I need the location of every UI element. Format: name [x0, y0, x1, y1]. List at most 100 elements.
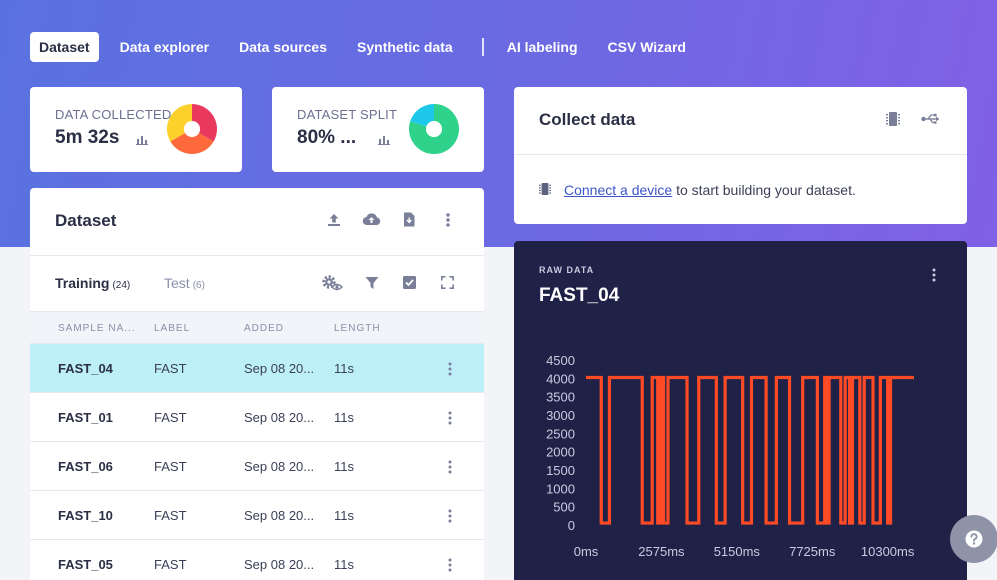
- column-header-length[interactable]: LENGTH: [334, 323, 381, 334]
- y-tick-label: 4500: [546, 353, 575, 368]
- cloud-upload-icon[interactable]: [362, 212, 381, 226]
- nav-data-sources[interactable]: Data sources: [239, 39, 328, 55]
- dataset-split-value: 80% ...: [297, 127, 357, 148]
- row-added: Sep 08 20...: [244, 508, 315, 523]
- dataset-card: Dataset Training (24) Test (6) SAMPLE NA..…: [30, 188, 484, 580]
- raw-data-chart[interactable]: 0 500 1000 1500 2000 2500 3000 3500 4000 4500 0ms…: [514, 341, 967, 580]
- row-sample-name: FAST_10: [58, 508, 113, 523]
- row-added: Sep 08 20...: [244, 459, 315, 474]
- raw-data-panel: RAW DATA FAST_04 0 500 1000 1500 2000 2500 300…: [514, 241, 967, 580]
- raw-data-sample-title: FAST_04: [539, 285, 620, 306]
- y-tick-label: 500: [553, 500, 575, 515]
- row-added: Sep 08 20...: [244, 410, 315, 425]
- x-tick-label: 10300ms: [861, 544, 915, 559]
- dataset-title: Dataset: [55, 211, 117, 230]
- row-sample-name: FAST_01: [58, 410, 113, 425]
- row-more-options-icon[interactable]: [448, 460, 452, 474]
- row-more-options-icon[interactable]: [448, 411, 452, 425]
- donut-slice-3: [167, 104, 192, 142]
- y-tick-label: 1500: [546, 463, 575, 478]
- dataset-split-card: DATASET SPLIT 80% ...: [272, 87, 484, 172]
- row-sample-name: FAST_04: [58, 361, 113, 376]
- collect-data-message-text: to start building your dataset.: [672, 182, 856, 198]
- table-row[interactable]: FAST_05 FAST Sep 08 20... 11s: [30, 539, 484, 580]
- row-label: FAST: [154, 557, 187, 572]
- row-label: FAST: [154, 508, 187, 523]
- tab-test-label: Test: [164, 275, 190, 291]
- data-collected-donut: [167, 104, 217, 154]
- raw-data-more-options-icon[interactable]: [932, 268, 936, 282]
- more-options-icon[interactable]: [446, 213, 450, 227]
- row-sample-name: FAST_06: [58, 459, 113, 474]
- upload-icon[interactable]: [327, 213, 341, 227]
- row-length: 11s: [334, 459, 354, 474]
- nav-data-explorer[interactable]: Data explorer: [119, 39, 210, 55]
- row-sample-name: FAST_05: [58, 557, 113, 572]
- bar-chart-icon[interactable]: [136, 135, 148, 145]
- table-row[interactable]: FAST_01 FAST Sep 08 20... 11s: [30, 392, 484, 441]
- filter-icon[interactable]: [365, 276, 379, 290]
- tab-training-label: Training: [55, 275, 110, 291]
- gear-eye-icon[interactable]: [321, 274, 345, 292]
- table-row[interactable]: FAST_04 FAST Sep 08 20... 11s: [30, 343, 484, 392]
- divider: [30, 255, 484, 256]
- donut-slice-test: [410, 104, 434, 127]
- fullscreen-icon[interactable]: [441, 276, 454, 289]
- divider: [514, 154, 967, 155]
- series-line: [586, 375, 914, 525]
- column-header-added[interactable]: ADDED: [244, 323, 285, 334]
- row-length: 11s: [334, 557, 354, 572]
- tab-test[interactable]: Test (6): [164, 275, 205, 291]
- nav-dataset[interactable]: Dataset: [30, 32, 99, 62]
- y-tick-label: 2000: [546, 445, 575, 460]
- column-header-sample-name[interactable]: SAMPLE NA...: [58, 323, 136, 334]
- row-length: 11s: [334, 361, 354, 376]
- row-more-options-icon[interactable]: [448, 558, 452, 572]
- x-tick-label: 5150ms: [714, 544, 761, 559]
- row-label: FAST: [154, 361, 187, 376]
- data-collected-value: 5m 32s: [55, 127, 120, 148]
- x-axis: 0ms 2575ms 5150ms 7725ms 10300ms: [574, 544, 915, 559]
- chip-icon: [539, 183, 551, 195]
- bar-chart-icon[interactable]: [378, 135, 390, 145]
- nav-ai-labeling[interactable]: AI labeling: [506, 39, 578, 55]
- row-added: Sep 08 20...: [244, 361, 315, 376]
- y-tick-label: 0: [568, 518, 575, 533]
- tab-training-count: (24): [112, 280, 131, 291]
- table-header: SAMPLE NA... LABEL ADDED LENGTH: [30, 311, 484, 343]
- question-mark-icon: [965, 530, 983, 548]
- file-download-icon[interactable]: [403, 212, 415, 227]
- row-length: 11s: [334, 410, 354, 425]
- y-axis: 0 500 1000 1500 2000 2500 3000 3500 4000 4500: [546, 353, 575, 533]
- tab-training[interactable]: Training (24): [55, 275, 130, 291]
- connect-device-link[interactable]: Connect a device: [564, 182, 673, 198]
- data-collected-card: DATA COLLECTED 5m 32s: [30, 87, 242, 172]
- row-more-options-icon[interactable]: [448, 362, 452, 376]
- row-label: FAST: [154, 459, 187, 474]
- help-button[interactable]: [950, 515, 997, 563]
- table-row[interactable]: FAST_06 FAST Sep 08 20... 11s: [30, 441, 484, 490]
- nav-csv-wizard[interactable]: CSV Wizard: [607, 39, 686, 55]
- row-length: 11s: [334, 508, 354, 523]
- select-checkbox-icon[interactable]: [403, 276, 416, 289]
- usb-icon[interactable]: [921, 113, 941, 125]
- donut-slice-train: [409, 104, 459, 154]
- y-tick-label: 4000: [546, 371, 575, 386]
- row-more-options-icon[interactable]: [448, 509, 452, 523]
- y-tick-label: 2500: [546, 426, 575, 441]
- dataset-split-donut: [409, 104, 459, 154]
- collect-data-card: Collect data Connect a device to start b…: [514, 87, 967, 224]
- table-row[interactable]: FAST_10 FAST Sep 08 20... 11s: [30, 490, 484, 539]
- donut-slice-1: [192, 104, 217, 142]
- x-tick-label: 7725ms: [789, 544, 836, 559]
- y-tick-label: 1000: [546, 481, 575, 496]
- nav-synthetic-data[interactable]: Synthetic data: [357, 39, 453, 55]
- collect-data-message: Connect a device to start building your …: [564, 182, 856, 198]
- chip-icon[interactable]: [886, 111, 900, 127]
- tab-test-count: (6): [192, 280, 205, 291]
- row-label: FAST: [154, 410, 187, 425]
- column-header-label[interactable]: LABEL: [154, 323, 191, 334]
- y-tick-label: 3000: [546, 408, 575, 423]
- row-added: Sep 08 20...: [244, 557, 315, 572]
- dataset-split-label: DATASET SPLIT: [297, 107, 398, 122]
